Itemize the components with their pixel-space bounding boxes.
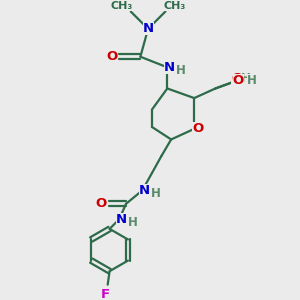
Text: H: H — [247, 74, 257, 87]
Text: H: H — [241, 72, 251, 86]
Text: O: O — [231, 72, 242, 86]
Text: H: H — [176, 64, 186, 77]
Text: O: O — [193, 122, 204, 135]
Text: N: N — [116, 213, 127, 226]
Text: CH₃: CH₃ — [164, 1, 186, 11]
Text: O: O — [95, 197, 106, 210]
Text: N: N — [142, 22, 154, 35]
Text: O: O — [106, 50, 117, 63]
Text: N: N — [139, 184, 150, 197]
Text: H: H — [128, 216, 138, 229]
Text: CH₃: CH₃ — [110, 1, 132, 11]
Text: O: O — [233, 74, 244, 87]
Text: F: F — [101, 288, 110, 300]
Text: H: H — [151, 187, 161, 200]
Text: N: N — [164, 61, 175, 74]
